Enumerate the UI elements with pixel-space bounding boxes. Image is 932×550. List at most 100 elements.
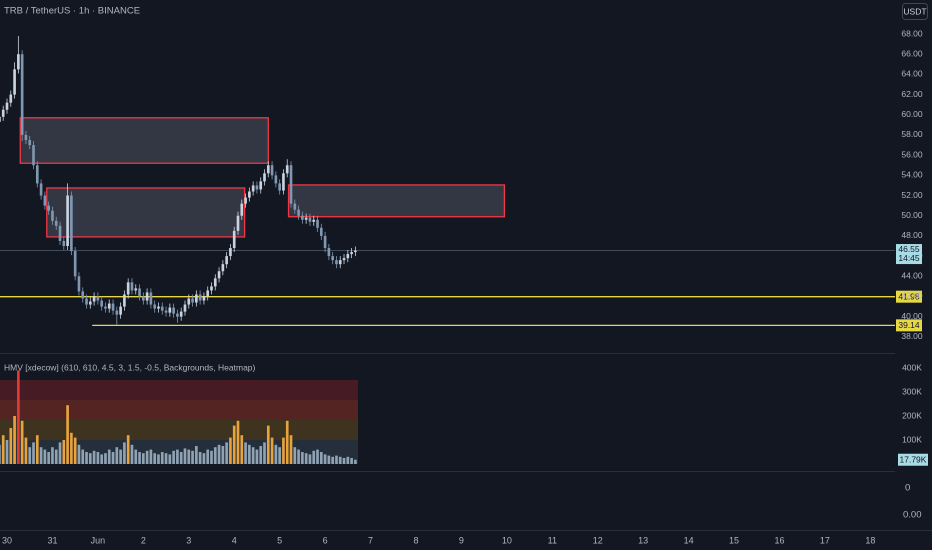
candle-body (191, 298, 194, 303)
x-tick-label: 17 (820, 535, 830, 545)
x-tick-label: 7 (368, 535, 373, 545)
volume-bar (1, 435, 5, 464)
candle-body (263, 173, 266, 182)
volume-bar (278, 447, 281, 464)
y-tick-label: 68.00 (901, 28, 923, 38)
candle-body (304, 217, 308, 220)
candle-body (123, 294, 126, 307)
candle-body (115, 310, 119, 315)
candle-body (9, 94, 13, 103)
volume-bar (172, 450, 175, 464)
candle-body (164, 310, 168, 313)
x-tick-label: 11 (548, 535, 557, 545)
y-tick-label: 48.00 (901, 230, 923, 240)
zone (19, 117, 269, 164)
volume-bar (107, 449, 111, 464)
volume-bar (145, 450, 149, 464)
heat-band (0, 380, 358, 400)
candle-body (301, 215, 304, 220)
volume-bar (217, 444, 221, 464)
candle-body (285, 165, 289, 174)
candle-body (5, 102, 9, 110)
volume-bar (202, 453, 206, 464)
y-tick-label: 60.00 (901, 109, 923, 119)
volume-last-label: 17.79K (900, 454, 927, 464)
level-label-box (896, 319, 922, 332)
volume-bar (221, 446, 225, 464)
volume-bar (43, 449, 47, 464)
y-tick-label: 66.00 (901, 48, 923, 58)
candle-body (289, 165, 293, 204)
volume-bar (9, 428, 13, 464)
currency-button-label[interactable]: USDT (903, 6, 926, 16)
y-tick-label: 40.00 (901, 311, 923, 321)
volume-bar (350, 458, 353, 464)
candle-body (251, 185, 255, 192)
candle-body (119, 306, 122, 315)
candle-body (331, 256, 334, 261)
x-tick-label: 3 (186, 535, 191, 545)
candle-body (195, 294, 198, 303)
volume-bar (323, 454, 327, 464)
candle-body (134, 288, 138, 291)
candle-body (183, 304, 187, 312)
candle-body (17, 54, 20, 70)
volume-bar (312, 450, 316, 464)
candle-body (229, 248, 232, 257)
volume-bar (111, 452, 115, 464)
candle-body (172, 307, 175, 314)
candle-body (157, 306, 160, 309)
candle-body (43, 195, 47, 206)
candle-body (62, 240, 66, 247)
volume-bar (232, 425, 236, 464)
candle-body (58, 225, 62, 241)
candle-body (160, 306, 164, 311)
candle-body (96, 296, 100, 301)
candle-body (278, 183, 281, 191)
volume-bar (289, 435, 293, 464)
volume-bar (210, 450, 213, 464)
candle-body (13, 69, 16, 95)
candle-body (270, 165, 274, 176)
volume-bar (66, 405, 69, 464)
candle-body (244, 197, 247, 204)
volume-bar (73, 437, 77, 464)
y-tick-label: 52.00 (901, 190, 923, 200)
candle-body (248, 191, 251, 198)
volume-bar (251, 447, 255, 464)
volume-bar (176, 449, 179, 464)
candle-body (232, 230, 236, 249)
candle-body (73, 251, 77, 277)
y-tick-label: 38.00 (901, 331, 923, 341)
volume-bar (342, 458, 346, 464)
volume-bar (51, 447, 54, 464)
currency-button[interactable] (902, 3, 928, 20)
candle-body (217, 271, 221, 279)
heat-band (0, 400, 358, 420)
zone (46, 187, 246, 238)
candle-body (24, 134, 28, 141)
candle-body (20, 54, 24, 135)
volume-bar (85, 452, 88, 464)
volume-bar (130, 444, 134, 464)
candle-body (346, 254, 350, 259)
candle-body (274, 175, 278, 184)
volume-bar (319, 452, 323, 464)
candle-body (149, 292, 153, 305)
volume-bar (100, 454, 103, 464)
x-tick-label: 15 (729, 535, 739, 545)
candle-body (176, 313, 179, 317)
x-tick-label: 31 (47, 535, 57, 545)
volume-bar (157, 454, 160, 464)
volume-bar (32, 442, 35, 464)
volume-bar (206, 449, 210, 464)
candle-body (100, 300, 103, 307)
volume-bar (96, 452, 100, 464)
volume-bar (191, 450, 194, 464)
y-tick-label: 50.00 (901, 210, 923, 220)
candle-body (138, 288, 141, 297)
candle-body (221, 264, 225, 272)
